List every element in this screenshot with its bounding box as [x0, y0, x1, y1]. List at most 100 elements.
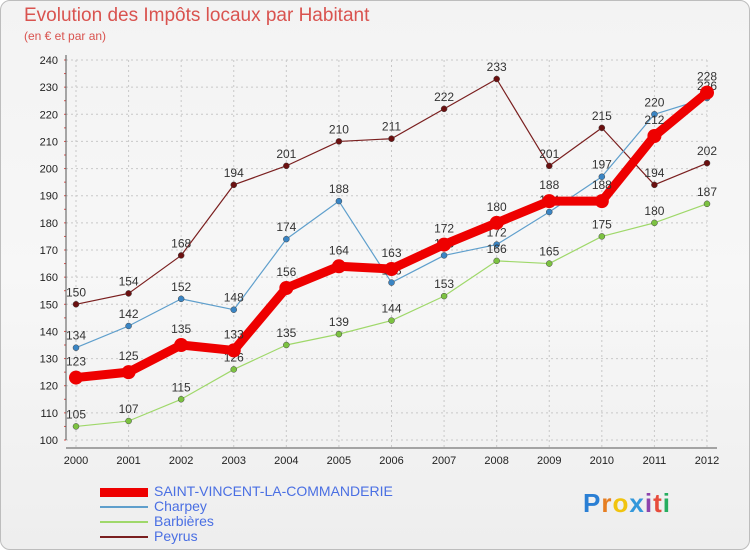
data-point [493, 241, 500, 248]
proxiti-logo: Proxiti [583, 488, 671, 519]
data-point [125, 322, 132, 330]
data-label: 163 [381, 246, 401, 260]
data-label: 220 [644, 95, 664, 109]
data-label: 156 [276, 265, 296, 279]
data-label: 133 [224, 327, 244, 341]
data-label: 188 [539, 178, 559, 192]
data-label: 180 [644, 204, 664, 218]
legend-label: Peyrus [154, 528, 198, 544]
data-label: 105 [66, 407, 86, 421]
data-label: 139 [329, 315, 349, 329]
data-label: 211 [382, 120, 401, 134]
data-label: 228 [697, 70, 717, 84]
data-point [121, 365, 136, 380]
y-tick-label: 210 [40, 136, 58, 148]
data-label: 153 [434, 277, 454, 291]
data-label: 135 [171, 322, 191, 336]
data-label: 154 [119, 274, 139, 288]
data-label: 115 [172, 380, 191, 394]
data-point [440, 105, 448, 113]
logo-letter: o [612, 488, 630, 518]
x-tick-label: 2003 [222, 455, 246, 467]
data-point [703, 159, 711, 167]
data-point [335, 197, 343, 205]
legend-label: Charpey [154, 498, 207, 514]
data-point [546, 208, 553, 216]
data-point [230, 181, 237, 189]
x-tick-label: 2005 [327, 455, 351, 467]
data-point [279, 281, 294, 295]
data-point [647, 129, 662, 143]
data-point [125, 290, 132, 297]
data-point [69, 370, 83, 385]
y-tick-label: 180 [40, 218, 58, 230]
logo-letter: t [653, 488, 663, 518]
data-point [703, 200, 711, 208]
data-point [388, 279, 395, 286]
legend-swatch [100, 536, 148, 538]
y-tick-label: 220 [40, 109, 58, 121]
logo-letter: x [629, 488, 645, 518]
logo-letter: r [601, 488, 613, 518]
data-label: 175 [592, 217, 612, 231]
data-point [546, 260, 553, 267]
data-label: 202 [697, 144, 717, 158]
data-label: 148 [224, 291, 244, 305]
legend-swatch [100, 487, 148, 497]
data-point [177, 396, 185, 403]
data-label: 180 [487, 200, 507, 214]
data-label: 135 [276, 326, 296, 340]
x-tick-label: 2002 [169, 455, 193, 467]
y-tick-label: 240 [40, 55, 58, 67]
data-point [493, 75, 500, 83]
data-label: 215 [592, 109, 612, 123]
y-tick-label: 130 [40, 354, 58, 366]
data-point [546, 162, 553, 170]
data-label: 187 [697, 185, 717, 199]
x-tick-label: 2001 [116, 455, 140, 467]
data-point [437, 237, 452, 252]
x-tick-label: 2007 [432, 455, 456, 467]
x-tick-label: 2010 [590, 455, 614, 467]
data-point [283, 162, 290, 170]
y-tick-label: 140 [40, 326, 58, 338]
data-point [226, 343, 241, 358]
y-tick-label: 100 [40, 435, 58, 447]
data-point [542, 194, 557, 209]
data-point [283, 341, 290, 349]
x-tick-label: 2009 [537, 455, 561, 467]
y-tick-label: 200 [40, 164, 58, 176]
y-tick-label: 190 [40, 191, 58, 203]
data-label: 123 [66, 355, 86, 369]
data-label: 233 [487, 60, 507, 74]
data-point [493, 257, 500, 265]
data-label: 107 [119, 402, 139, 416]
x-tick-label: 2004 [274, 455, 298, 467]
y-tick-label: 170 [40, 245, 58, 257]
data-label: 134 [66, 329, 86, 343]
data-point [598, 173, 606, 180]
data-label: 142 [119, 307, 139, 321]
data-point [651, 111, 658, 118]
data-point [651, 219, 658, 227]
data-point [651, 181, 658, 189]
data-label: 188 [329, 182, 349, 196]
legend-swatch [100, 506, 148, 508]
data-label: 222 [434, 90, 454, 104]
x-tick-label: 2006 [379, 455, 403, 467]
data-point [700, 85, 714, 100]
chart-subtitle: (en € et par an) [24, 29, 107, 43]
y-tick-label: 110 [40, 408, 58, 420]
x-tick-label: 2012 [695, 455, 719, 467]
data-point [72, 301, 80, 308]
data-point [388, 135, 395, 142]
data-label: 144 [381, 302, 401, 316]
data-point [388, 317, 395, 324]
data-label: 201 [539, 147, 559, 161]
data-point [594, 194, 609, 209]
legend-swatch [100, 521, 148, 523]
data-point [440, 252, 448, 259]
logo-letter: i [644, 488, 654, 518]
data-label: 150 [66, 285, 86, 299]
data-point [72, 344, 80, 351]
